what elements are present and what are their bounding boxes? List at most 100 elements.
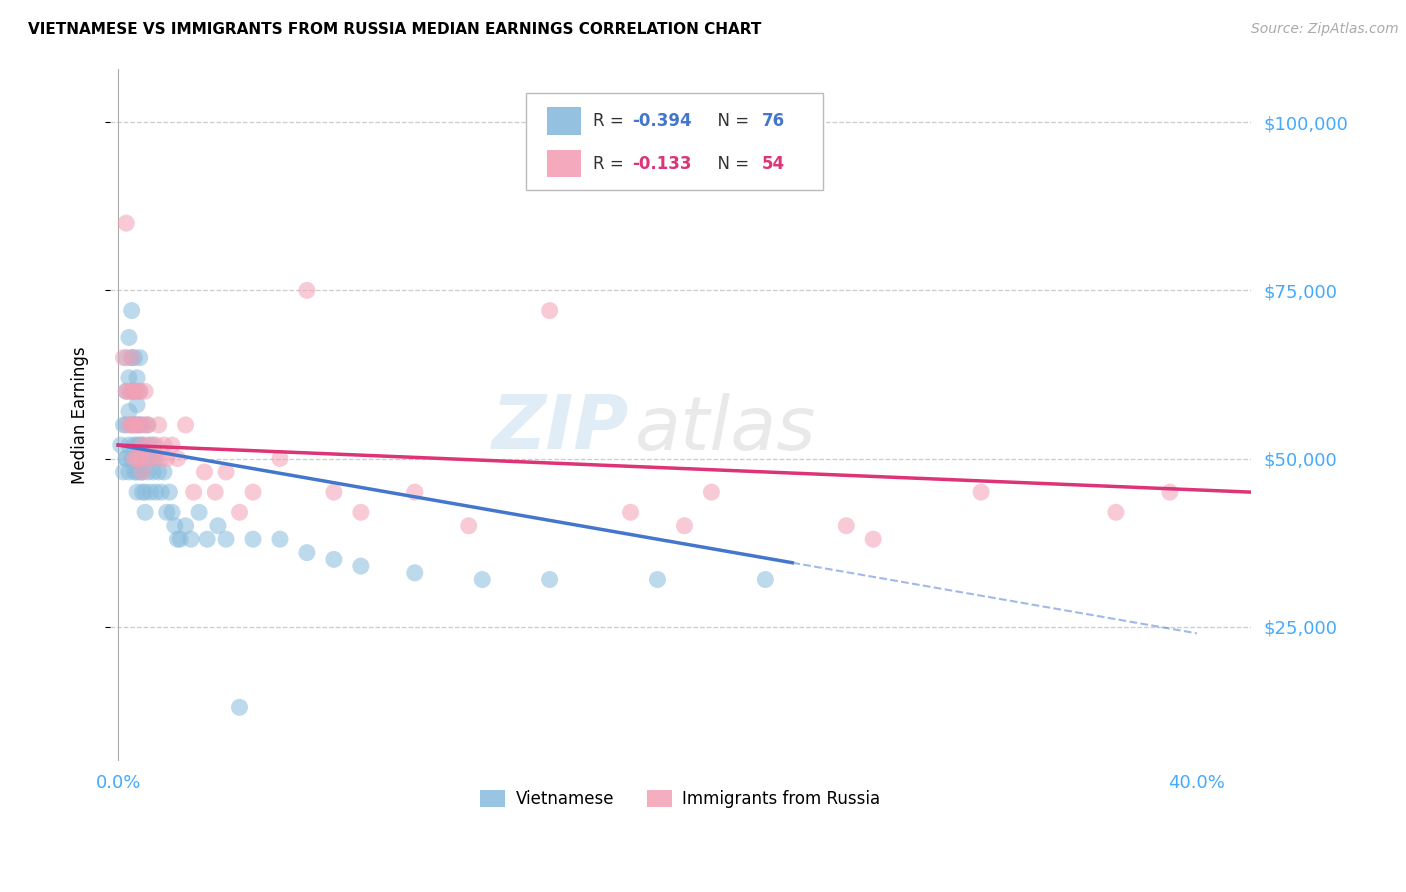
Point [242, 532, 264, 546]
Point [112, 351, 135, 365]
FancyBboxPatch shape [547, 107, 581, 135]
Point [145, 451, 167, 466]
Point [269, 532, 291, 546]
Point [156, 451, 179, 466]
Point [131, 465, 153, 479]
Point [121, 451, 143, 466]
Point [124, 384, 146, 399]
Point [153, 465, 176, 479]
Point [118, 404, 141, 418]
Point [128, 384, 150, 399]
Text: 54: 54 [762, 154, 785, 173]
Point [125, 465, 148, 479]
Point [163, 518, 186, 533]
Point [139, 451, 162, 466]
Point [166, 451, 188, 466]
Point [136, 438, 159, 452]
Point [134, 384, 156, 399]
Point [121, 417, 143, 432]
Text: -0.133: -0.133 [633, 154, 692, 173]
Point [350, 505, 373, 519]
Point [145, 485, 167, 500]
FancyBboxPatch shape [547, 150, 581, 178]
Point [125, 371, 148, 385]
Point [538, 573, 561, 587]
Point [183, 485, 205, 500]
Point [136, 451, 159, 466]
Point [188, 505, 211, 519]
Point [169, 532, 191, 546]
Point [136, 465, 159, 479]
Point [139, 485, 162, 500]
Point [118, 330, 141, 344]
Point [112, 465, 135, 479]
Point [619, 505, 641, 519]
Point [131, 438, 153, 452]
Point [295, 284, 318, 298]
Point [110, 438, 132, 452]
Point [115, 384, 138, 399]
Point [160, 438, 183, 452]
Point [700, 485, 723, 500]
Text: -0.394: -0.394 [633, 112, 692, 130]
Point [150, 451, 173, 466]
Text: atlas: atlas [634, 392, 815, 465]
Point [193, 465, 215, 479]
Point [166, 532, 188, 546]
Point [128, 451, 150, 466]
Point [160, 505, 183, 519]
Point [121, 384, 143, 399]
Point [124, 465, 146, 479]
Point [121, 351, 143, 365]
Point [131, 465, 153, 479]
Point [125, 451, 148, 466]
Point [125, 485, 148, 500]
Point [134, 417, 156, 432]
Point [754, 573, 776, 587]
Point [215, 532, 238, 546]
Point [139, 438, 162, 452]
Point [124, 351, 146, 365]
FancyBboxPatch shape [526, 93, 823, 190]
Point [835, 518, 858, 533]
Point [136, 417, 159, 432]
Point [174, 417, 197, 432]
Point [157, 485, 180, 500]
Point [125, 417, 148, 432]
Point [121, 351, 143, 365]
Point [153, 438, 176, 452]
Point [404, 485, 426, 500]
Text: N =: N = [707, 112, 754, 130]
Point [142, 438, 165, 452]
Text: 76: 76 [762, 112, 785, 130]
Point [125, 417, 148, 432]
Point [404, 566, 426, 580]
Point [471, 573, 494, 587]
Point [242, 485, 264, 500]
Point [134, 485, 156, 500]
Point [269, 451, 291, 466]
Point [124, 417, 146, 432]
Point [322, 485, 344, 500]
Point [174, 518, 197, 533]
Point [228, 505, 250, 519]
Point [115, 451, 138, 466]
Point [131, 485, 153, 500]
Point [134, 451, 156, 466]
Point [118, 465, 141, 479]
Legend: Vietnamese, Immigrants from Russia: Vietnamese, Immigrants from Russia [474, 783, 887, 815]
Point [115, 351, 138, 365]
Point [121, 303, 143, 318]
Point [150, 485, 173, 500]
Point [128, 351, 150, 365]
Point [673, 518, 696, 533]
Point [538, 303, 561, 318]
Point [148, 417, 170, 432]
Point [970, 485, 993, 500]
Point [124, 451, 146, 466]
Point [115, 384, 138, 399]
Point [128, 417, 150, 432]
Point [195, 532, 218, 546]
Point [128, 438, 150, 452]
Point [124, 438, 146, 452]
